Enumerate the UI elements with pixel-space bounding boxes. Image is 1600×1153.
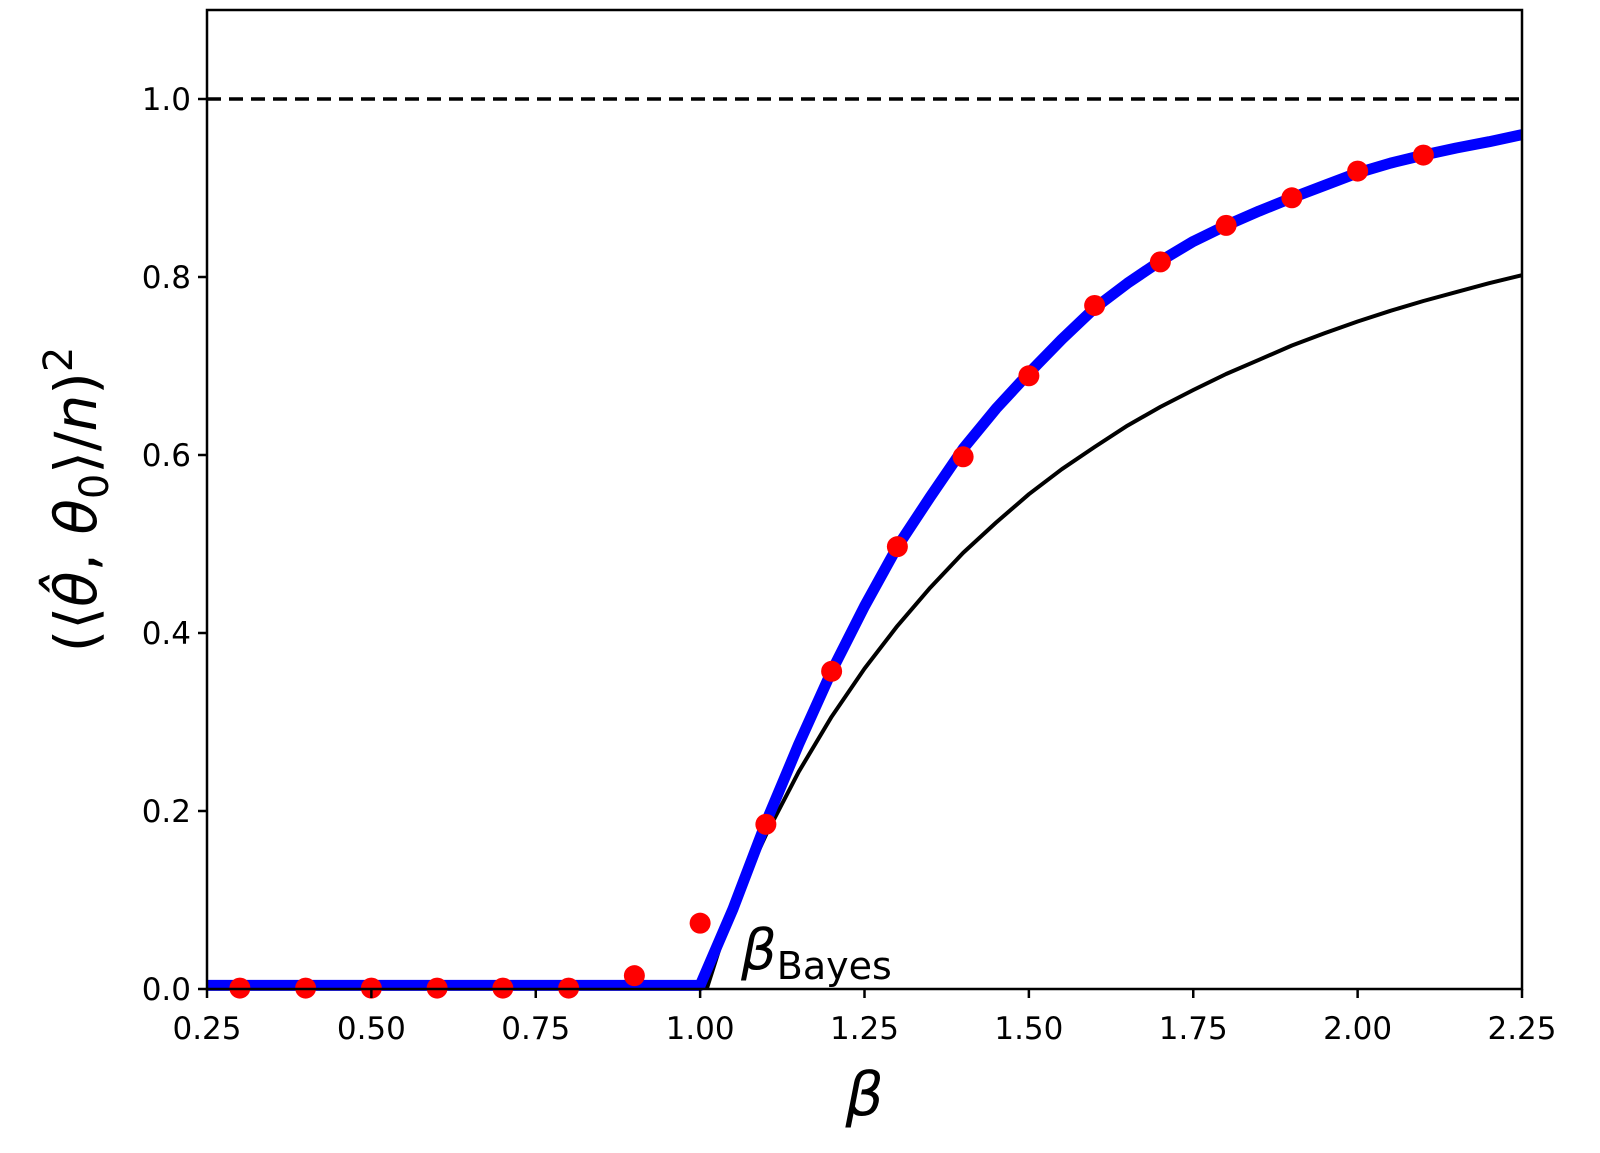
- annotation-bayes-subscript: Bayes: [777, 944, 892, 988]
- y-tick-label: 0.2: [142, 794, 191, 830]
- y-label-close: ⟩/: [42, 431, 110, 474]
- y-label-exponent: 2: [36, 347, 82, 372]
- y-tick-label: 0.6: [142, 438, 191, 474]
- y-axis-label: (⟨θ̂, θ0⟩/n)2: [36, 347, 118, 653]
- data-point-marker: [1018, 365, 1040, 387]
- data-point-marker: [1215, 214, 1237, 236]
- x-tick-label: 1.25: [830, 1011, 899, 1047]
- data-point-marker: [755, 813, 777, 835]
- plot-frame: [205, 8, 1524, 991]
- curves-layer: [207, 97, 1524, 991]
- x-tick-label: 0.50: [337, 1011, 406, 1047]
- y-tick-label: 0.0: [142, 972, 191, 1008]
- y-label-theta-sub: 0: [72, 474, 118, 499]
- data-point-marker: [821, 660, 843, 682]
- data-point-marker: [689, 912, 711, 934]
- annotation-beta: β: [740, 918, 777, 983]
- y-label-paren: ): [42, 372, 110, 395]
- y-label-n: n: [42, 395, 110, 432]
- x-tick-label: 1.50: [994, 1011, 1063, 1047]
- data-point-marker: [1084, 294, 1106, 316]
- y-label-comma: ,: [42, 535, 110, 572]
- black-curve: [704, 273, 1523, 990]
- x-tick-label: 1.75: [1159, 1011, 1228, 1047]
- data-point-marker: [1281, 187, 1303, 209]
- markers-layer: [229, 144, 1434, 999]
- x-tick-label: 2.25: [1487, 1011, 1556, 1047]
- y-label-open: (⟨: [42, 607, 110, 652]
- y-label-theta-hat: θ̂: [38, 572, 110, 608]
- x-tick-label: 1.00: [666, 1011, 735, 1047]
- y-tick-label: 0.8: [142, 260, 191, 296]
- x-axis-label: β: [844, 1060, 883, 1130]
- y-tick-label: 0.4: [142, 616, 191, 652]
- y-ticks: 0.0 0.2 0.4 0.6 0.8 1.0: [142, 82, 207, 1008]
- data-point-marker: [1412, 144, 1434, 166]
- x-tick-label: 0.25: [172, 1011, 241, 1047]
- data-point-marker: [1149, 251, 1171, 273]
- x-ticks: 0.25 0.50 0.75 1.00 1.25 1.50 1.75 2.00 2.25: [172, 989, 1557, 1047]
- x-tick-label: 2.00: [1323, 1011, 1392, 1047]
- data-point-marker: [886, 536, 908, 558]
- blue-curve: [207, 129, 1524, 991]
- y-tick-label: 1.0: [142, 82, 191, 118]
- y-label-theta: θ: [42, 499, 110, 535]
- data-point-marker: [623, 965, 645, 987]
- data-point-marker: [1347, 160, 1369, 182]
- data-point-marker: [952, 446, 974, 468]
- beta-bayes-annotation: βBayes: [740, 918, 892, 988]
- x-tick-label: 0.75: [501, 1011, 570, 1047]
